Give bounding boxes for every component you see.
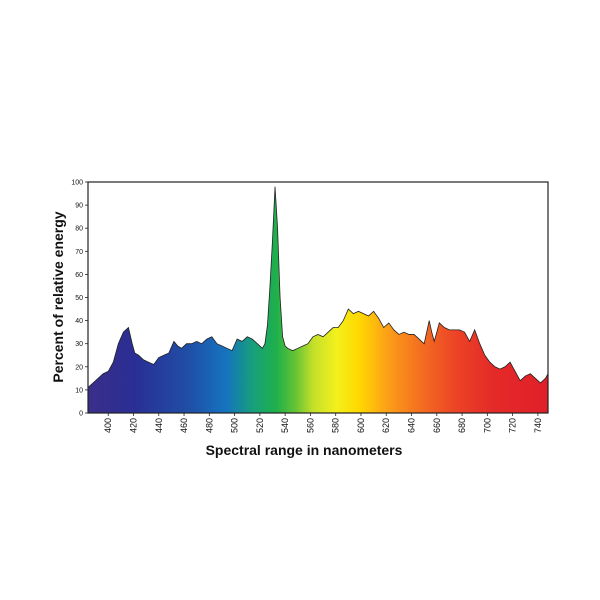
spectrum-line [87, 186, 549, 388]
x-tick-label: 520 [255, 418, 265, 433]
y-tick-label: 0 [79, 411, 83, 418]
x-tick-label: 480 [204, 418, 214, 433]
y-tick-label: 90 [75, 203, 83, 210]
x-tick-label: 400 [103, 418, 113, 433]
y-tick-label: 20 [75, 364, 83, 371]
x-tick-label: 420 [128, 418, 138, 433]
x-tick-label: 500 [230, 418, 240, 433]
x-axis-title: Spectral range in nanometers [206, 442, 403, 458]
x-tick-label: 460 [179, 418, 189, 433]
x-tick-label: 540 [280, 418, 290, 433]
plot-area [87, 181, 549, 414]
y-axis-title: Percent of relative energy [50, 211, 66, 382]
x-tick-label: 600 [356, 418, 366, 433]
y-tick-label: 80 [75, 226, 83, 233]
x-tick-label: 640 [407, 418, 417, 433]
y-tick-label: 50 [75, 295, 83, 302]
y-tick-label: 70 [75, 249, 83, 256]
x-axis: 400 420 440 460 480 500 520 540 560 580 600 620 640 6… [103, 413, 543, 433]
y-tick-label: 40 [75, 318, 83, 325]
x-tick-label: 620 [381, 418, 391, 433]
x-tick-label: 720 [508, 418, 518, 433]
y-tick-label: 100 [71, 180, 83, 187]
x-tick-label: 700 [482, 418, 492, 433]
x-tick-label: 440 [154, 418, 164, 433]
x-tick-label: 580 [331, 418, 341, 433]
y-tick-label: 60 [75, 272, 83, 279]
x-tick-label: 560 [305, 418, 315, 433]
y-tick-label: 10 [75, 387, 83, 394]
y-axis: 0 10 20 30 40 50 60 70 80 90 100 [71, 180, 88, 418]
spectrum-area [88, 186, 548, 413]
y-tick-label: 30 [75, 341, 83, 348]
x-tick-label: 680 [457, 418, 467, 433]
x-tick-label: 660 [432, 418, 442, 433]
x-tick-label: 740 [533, 418, 543, 433]
